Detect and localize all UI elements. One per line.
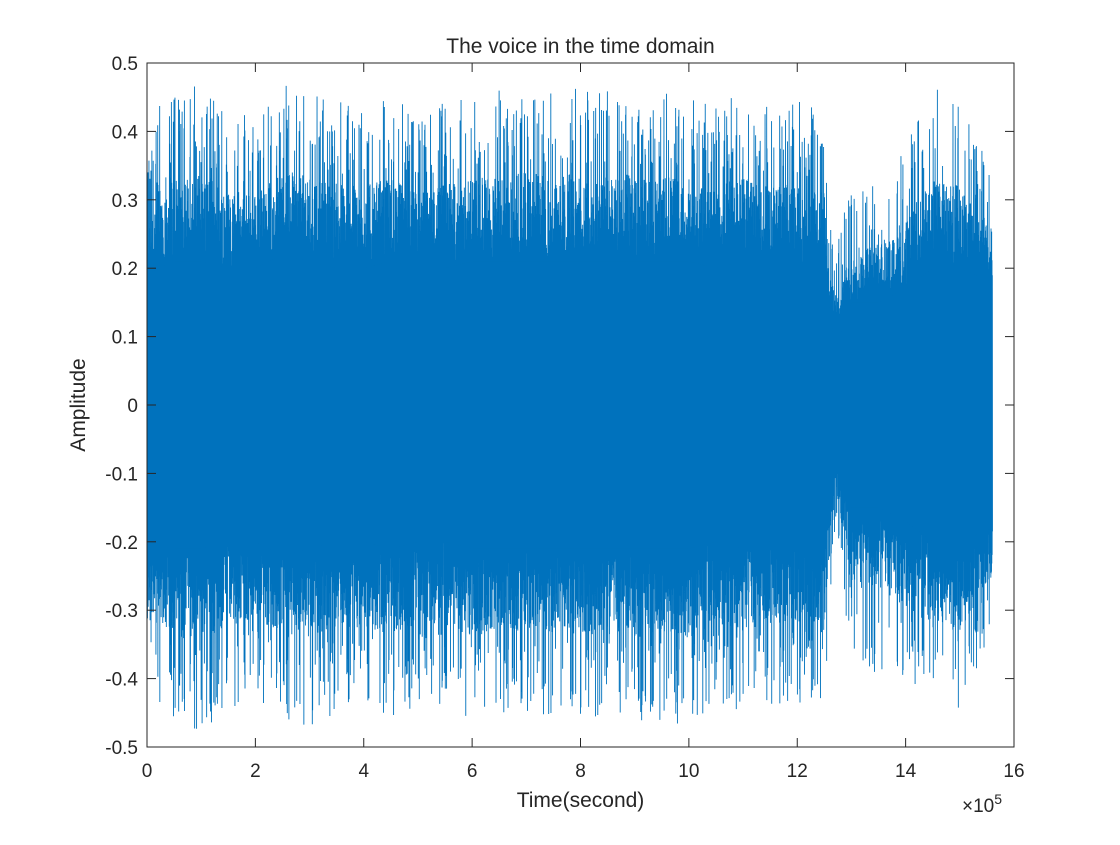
y-axis-title: Amplitude (67, 358, 90, 451)
x-tick-label: 4 (358, 761, 369, 782)
y-tick-label: 0.2 (112, 259, 138, 280)
x-tick-label: 14 (895, 761, 917, 782)
x-tick-label: 6 (467, 761, 478, 782)
x-tick-label: 16 (1003, 761, 1024, 782)
y-tick-label: -0.5 (105, 738, 138, 759)
plot-area (146, 85, 993, 729)
y-tick-label: -0.3 (105, 601, 138, 622)
x-tick-label: 8 (575, 761, 586, 782)
y-tick-label: 0.5 (112, 54, 138, 75)
x-tick-label: 10 (678, 761, 699, 782)
y-tick-label: 0 (127, 396, 138, 417)
y-tick-label: 0.3 (112, 191, 138, 212)
y-tick-label: -0.2 (105, 533, 138, 554)
y-tick-label: 0.1 (112, 328, 138, 349)
chart-title: The voice in the time domain (446, 35, 714, 58)
x-exponent-power: 5 (994, 791, 1002, 807)
x-tick-label: 12 (787, 761, 808, 782)
tick-labels: 0 2 4 6 8 10 12 14 16 0.5 0.4 0.3 0.2 0.1 0 -0.1 -0.2 -0.… (105, 54, 1024, 782)
x-tick-label: 0 (142, 761, 153, 782)
x-axis-exponent-label: ×105 (962, 791, 1002, 817)
waveform-dense-core (147, 254, 993, 556)
tick-marks (146, 62, 1015, 748)
y-tick-label: -0.1 (105, 464, 138, 485)
y-tick-label: 0.4 (112, 122, 139, 143)
x-tick-label: 2 (250, 761, 261, 782)
x-axis-title: Time(second) (517, 789, 645, 812)
y-tick-label: -0.4 (105, 670, 138, 691)
x-exponent-base: ×10 (962, 796, 994, 817)
